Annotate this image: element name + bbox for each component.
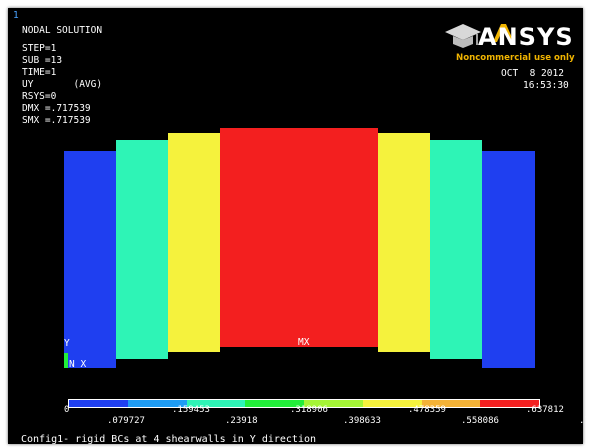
dmx-label: DMX =.717539 [22, 103, 91, 114]
contour-band-red-center [220, 128, 378, 347]
contour-band-blue-right [482, 151, 535, 368]
rsys-label: RSYS=0 [22, 91, 57, 102]
time-of-day-label: 16:53:30 [523, 80, 569, 91]
legend-tick-label: .079727 [107, 416, 145, 426]
contour-band-cyan-left [116, 140, 168, 359]
legend-swatch [304, 400, 363, 407]
node-axis-labels: N X [69, 359, 87, 370]
legend-swatch [245, 400, 304, 407]
time-label: TIME=1 [22, 67, 57, 78]
legend-swatch [421, 400, 481, 407]
contour-band-blue-left [64, 151, 116, 368]
substep-label: SUB =13 [22, 55, 63, 66]
legend-swatch [69, 400, 128, 407]
plot-caption: Config1- rigid BCs at 4 shearwalls in Y … [21, 434, 317, 445]
legend-swatch [480, 400, 539, 407]
legend-swatch [362, 400, 422, 407]
brand-subtitle: Noncommercial use only [456, 53, 575, 63]
triad-marker [64, 353, 68, 368]
legend-tick-label: .637812 [526, 405, 564, 415]
legend-tick-label: .23918 [225, 416, 258, 426]
legend-tick-label: .318906 [290, 405, 328, 415]
plot-type-label: NODAL SOLUTION [22, 25, 103, 36]
contour-band-yellow-left [168, 133, 220, 352]
legend-tick-label: .159453 [172, 405, 210, 415]
legend-swatch [186, 400, 246, 407]
step-label: STEP=1 [22, 43, 57, 54]
legend-tick-label: .558086 [461, 416, 499, 426]
contour-band-yellow-right [378, 133, 430, 352]
legend-tick-label: .398633 [343, 416, 381, 426]
legend-tick-label: 0 [64, 405, 70, 415]
smx-label: SMX =.717539 [22, 115, 91, 126]
legend-tick-label: .717539 [579, 416, 589, 426]
legend-tick-label: .478359 [408, 405, 446, 415]
brand-name: ANSYS [478, 23, 574, 51]
date-label: OCT 8 2012 [501, 68, 564, 79]
graduation-cap-logo-icon [445, 24, 514, 48]
contour-band-cyan-right [430, 140, 482, 359]
y-axis-label: Y [64, 338, 70, 349]
legend-swatch [127, 400, 187, 407]
max-marker: MX [298, 337, 310, 348]
contour-legend-bar [68, 399, 540, 408]
graphics-window[interactable]: 1 NODAL SOLUTION STEP=1 SUB =13 TIME=1 U… [8, 8, 589, 445]
component-label: UY (AVG) [22, 79, 103, 90]
window-number: 1 [13, 10, 19, 21]
